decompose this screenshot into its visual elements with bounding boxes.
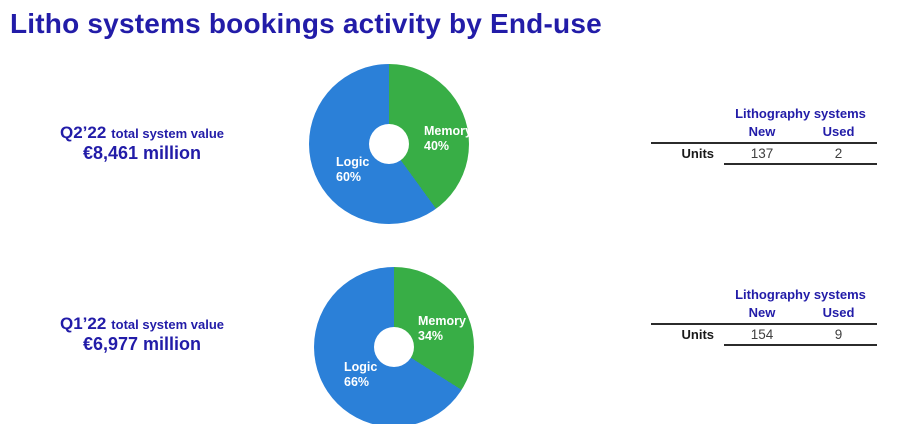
q2-period-line: Q2’22 total system value [32, 123, 252, 143]
empty-cell [651, 305, 724, 320]
table-rule [724, 163, 877, 165]
column-header-used: Used [822, 124, 855, 139]
table-header-row: New Used [651, 305, 877, 325]
column-header-used: Used [822, 305, 855, 320]
table-header-row: New Used [651, 124, 877, 144]
empty-cell [651, 124, 724, 139]
logic-slice-label: Logic 60% [336, 155, 370, 184]
used-units-value: 2 [834, 146, 843, 161]
new-units-value: 137 [750, 146, 774, 161]
table-title: Lithography systems [735, 106, 866, 121]
used-units-value: 9 [834, 327, 843, 342]
period-label: Q2’22 [59, 123, 107, 142]
column-header-new: New [748, 124, 776, 139]
memory-slice-label: Memory 34% [418, 314, 466, 343]
table-row: Units 137 2 [651, 144, 877, 163]
page-title: Litho systems bookings activity by End-u… [10, 8, 602, 39]
q1-litho-systems-table: Lithography systems New Used Units 154 9 [651, 287, 877, 346]
donut-hole [369, 124, 409, 164]
q1-end-use-donut-chart: Memory 34% Logic 66% [314, 267, 474, 424]
table-rule [724, 344, 877, 346]
total-system-value: €6,977 million [82, 334, 202, 354]
q2-end-use-donut-chart: Memory 40% Logic 60% [309, 64, 472, 224]
period-suffix: total system value [111, 126, 225, 141]
q1-value-block: Q1’22 total system value €6,977 million [32, 314, 252, 354]
period-suffix: total system value [111, 317, 225, 332]
memory-slice-label: Memory 40% [424, 124, 472, 153]
table-row: Units 154 9 [651, 325, 877, 344]
q2-value-block: Q2’22 total system value €8,461 million [32, 123, 252, 163]
new-units-value: 154 [750, 327, 774, 342]
table-title: Lithography systems [735, 287, 866, 302]
total-system-value: €8,461 million [82, 143, 202, 163]
row-label-units: Units [681, 327, 715, 342]
row-label-units: Units [681, 146, 715, 161]
q2-litho-systems-table: Lithography systems New Used Units 137 2 [651, 106, 877, 165]
period-label: Q1’22 [59, 314, 107, 333]
q1-period-line: Q1’22 total system value [32, 314, 252, 334]
donut-hole [374, 327, 414, 367]
logic-slice-label: Logic 66% [344, 360, 378, 389]
column-header-new: New [748, 305, 776, 320]
